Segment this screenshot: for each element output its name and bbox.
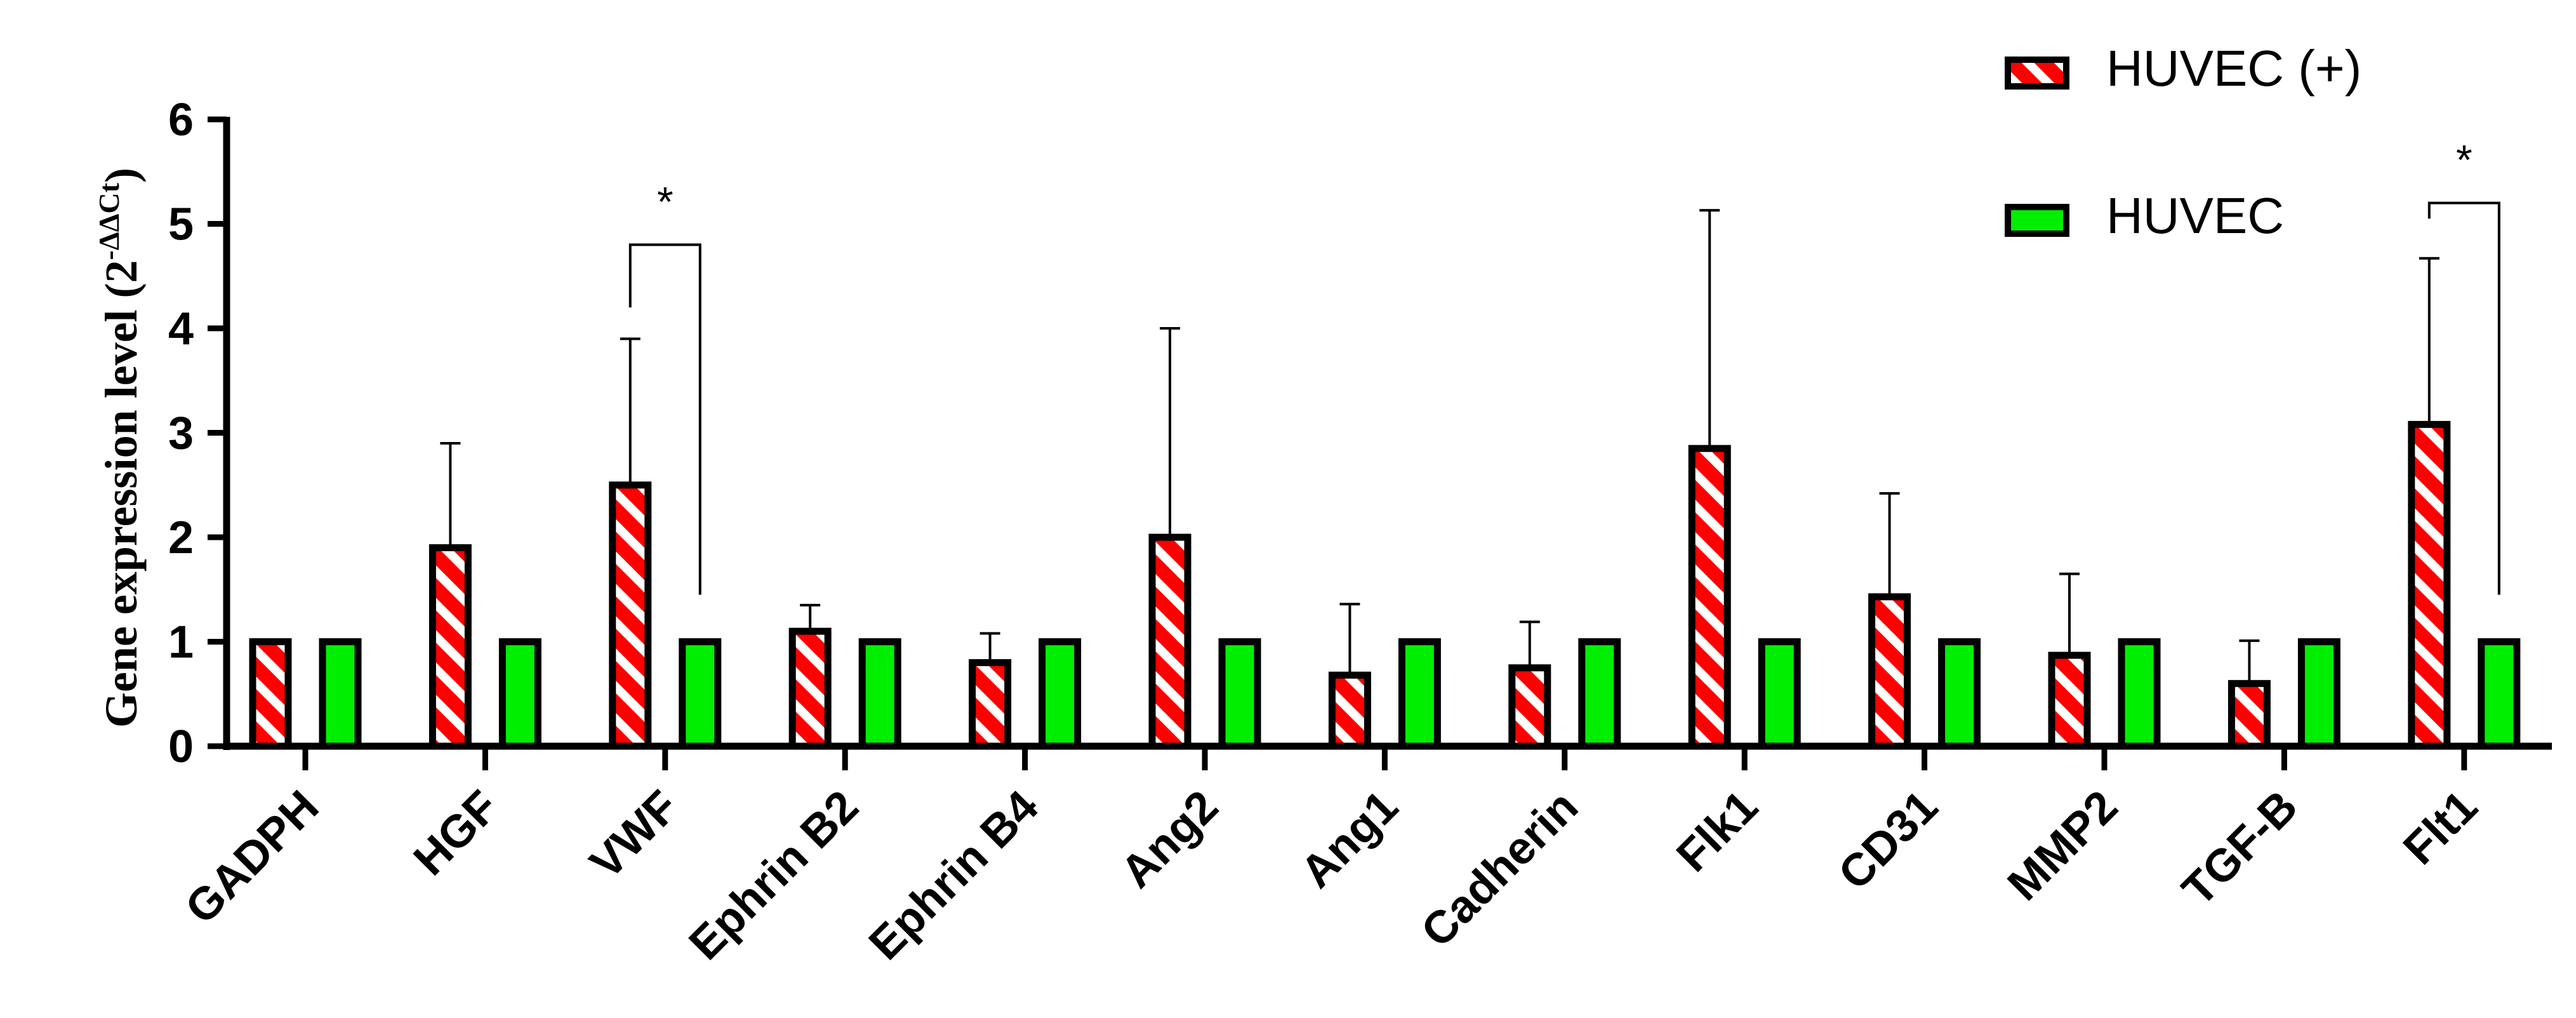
bar-huvec-tgf-b xyxy=(2297,638,2340,750)
x-tick-label-vwf: VWF xyxy=(580,781,688,889)
x-tick-label-gadph: GADPH xyxy=(176,781,328,934)
bar-huvec-plus-mmp2 xyxy=(2048,652,2091,750)
legend-swatch-huvec-plus xyxy=(2005,57,2069,90)
x-tick-label-flt1: Flt1 xyxy=(2394,781,2487,874)
bar-huvec-vwf xyxy=(679,638,722,750)
error-bars xyxy=(440,209,2440,684)
bar-huvec-plus-ang2 xyxy=(1148,533,1192,750)
bars xyxy=(249,420,2521,750)
x-tick-label-cadherin: Cadherin xyxy=(1412,781,1588,957)
bar-huvec-flt1 xyxy=(2478,638,2521,750)
significance-bracket-vwf xyxy=(628,243,701,595)
bar-huvec-plus-ang1 xyxy=(1328,671,1371,750)
bar-huvec-plus-ephrin-b4 xyxy=(969,659,1012,750)
y-axis-title: Gene expression level (2-ΔΔCt) xyxy=(93,168,147,728)
y-axis-title-close: ) xyxy=(96,168,147,183)
y-tick-label: 5 xyxy=(168,199,194,250)
bar-huvec-plus-flt1 xyxy=(2408,420,2451,750)
y-tick-label: 1 xyxy=(168,617,194,668)
bar-huvec-plus-vwf xyxy=(609,481,652,750)
bar-huvec-mmp2 xyxy=(2118,638,2161,750)
bar-huvec-plus-flk1 xyxy=(1688,445,1731,750)
legend-swatch-huvec xyxy=(2005,204,2069,237)
bar-huvec-hgf xyxy=(498,638,541,750)
significance-star-flt1: * xyxy=(2456,137,2473,184)
y-tick-label: 4 xyxy=(168,304,194,354)
bar-huvec-ephrin-b4 xyxy=(1039,638,1082,750)
x-tick-label-ephrin-b4: Ephrin B4 xyxy=(860,781,1048,970)
y-tick-label: 0 xyxy=(168,721,194,772)
x-tick-label-flk1: Flk1 xyxy=(1667,781,1767,881)
bar-huvec-ephrin-b2 xyxy=(858,638,901,750)
y-ticks: 0 1 2 3 4 5 6 xyxy=(168,95,227,772)
x-tick-label-ang1: Ang1 xyxy=(1291,781,1408,898)
bar-huvec-ang2 xyxy=(1218,638,1261,750)
x-tick-label-mmp2: MMP2 xyxy=(1998,781,2128,911)
bar-huvec-flk1 xyxy=(1758,638,1801,750)
x-tick-label-hgf: HGF xyxy=(404,781,508,885)
significance-star-vwf: * xyxy=(657,178,674,225)
svg-text:Gene expression level (2-ΔΔCt): Gene expression level (2-ΔΔCt) xyxy=(93,168,147,728)
bar-huvec-plus-ephrin-b2 xyxy=(788,627,832,750)
y-tick-label: 6 xyxy=(168,95,194,145)
bar-huvec-plus-cadherin xyxy=(1508,664,1551,750)
significance-markers: ** xyxy=(628,137,2500,595)
bar-huvec-cd31 xyxy=(1938,638,1981,750)
y-tick-label: 3 xyxy=(168,408,194,459)
x-tick-label-cd31: CD31 xyxy=(1829,781,1948,900)
legend: HUVEC (+) HUVEC xyxy=(2005,40,2361,244)
legend-label-huvec-plus: HUVEC (+) xyxy=(2106,40,2361,97)
x-tick-label-tgf-b: TGF-B xyxy=(2173,781,2307,916)
legend-label-huvec: HUVEC xyxy=(2106,187,2284,244)
y-axis-title-main: Gene expression level (2 xyxy=(96,260,147,728)
bar-huvec-gadph xyxy=(319,638,362,750)
bar-huvec-plus-gadph xyxy=(249,638,292,750)
y-axis-title-superscript: -ΔΔCt xyxy=(93,182,125,260)
bar-huvec-ang1 xyxy=(1398,638,1441,750)
y-tick-label: 2 xyxy=(168,512,194,563)
bar-huvec-plus-tgf-b xyxy=(2227,680,2271,750)
bar-huvec-plus-hgf xyxy=(428,544,472,750)
x-tick-label-ephrin-b2: Ephrin B2 xyxy=(680,781,868,970)
x-tick-label-ang2: Ang2 xyxy=(1111,781,1228,898)
significance-bracket-flt1 xyxy=(2427,201,2500,595)
bar-huvec-cadherin xyxy=(1578,638,1621,750)
bar-huvec-plus-cd31 xyxy=(1868,593,1911,750)
